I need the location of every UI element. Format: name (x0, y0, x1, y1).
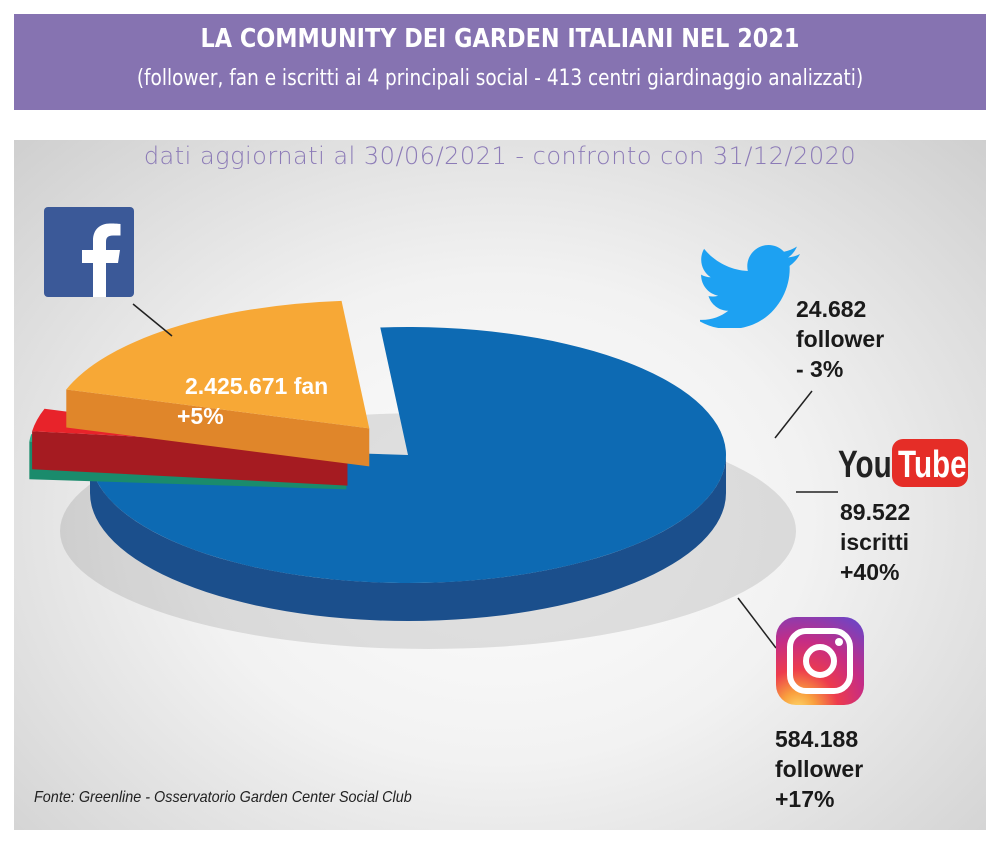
instagram-data-label: 584.188 follower +17% (775, 724, 863, 814)
youtube-logo-text-tube: Tube (898, 444, 967, 486)
twitter-bird-icon (700, 245, 800, 328)
youtube-logo-badge (892, 439, 968, 487)
chart-title: LA COMMUNITY DEI GARDEN ITALIANI NEL 202… (200, 24, 800, 54)
instagram-value: 584.188 (775, 726, 859, 752)
chart-header: LA COMMUNITY DEI GARDEN ITALIANI NEL 202… (14, 14, 986, 110)
instagram-logo-icon (776, 617, 864, 705)
youtube-data-label: 89.522 iscritti +40% (840, 497, 910, 587)
facebook-value: 2.425.671 fan (185, 373, 329, 399)
facebook-data-label: 2.425.671 fan +5% (177, 371, 329, 431)
facebook-logo-icon (44, 207, 134, 297)
chart-subtitle: (follower, fan e iscritti ai 4 principal… (136, 66, 864, 91)
facebook-change: +5% (177, 403, 224, 429)
youtube-value: 89.522 (840, 499, 911, 525)
twitter-leader-line (774, 390, 813, 439)
pie-slice-facebook (90, 327, 727, 621)
instagram-leader-line (737, 597, 777, 649)
twitter-value: 24.682 (796, 296, 867, 322)
instagram-unit: follower (775, 756, 864, 782)
twitter-unit: follower (796, 326, 885, 352)
youtube-change: +40% (840, 559, 900, 585)
youtube-unit: iscritti (840, 529, 910, 555)
instagram-change: +17% (775, 786, 835, 812)
twitter-change: - 3% (796, 356, 844, 382)
youtube-logo-text-you: You (838, 444, 892, 486)
source-note: Fonte: Greenline - Osservatorio Garden C… (34, 789, 412, 806)
youtube-logo-icon: You Tube (838, 439, 968, 487)
pie-slice-instagram (66, 300, 370, 467)
twitter-data-label: 24.682 follower - 3% (796, 294, 884, 384)
dates-note: dati aggiornati al 30/06/2021 - confront… (143, 142, 857, 170)
facebook-leader-line (132, 303, 173, 337)
